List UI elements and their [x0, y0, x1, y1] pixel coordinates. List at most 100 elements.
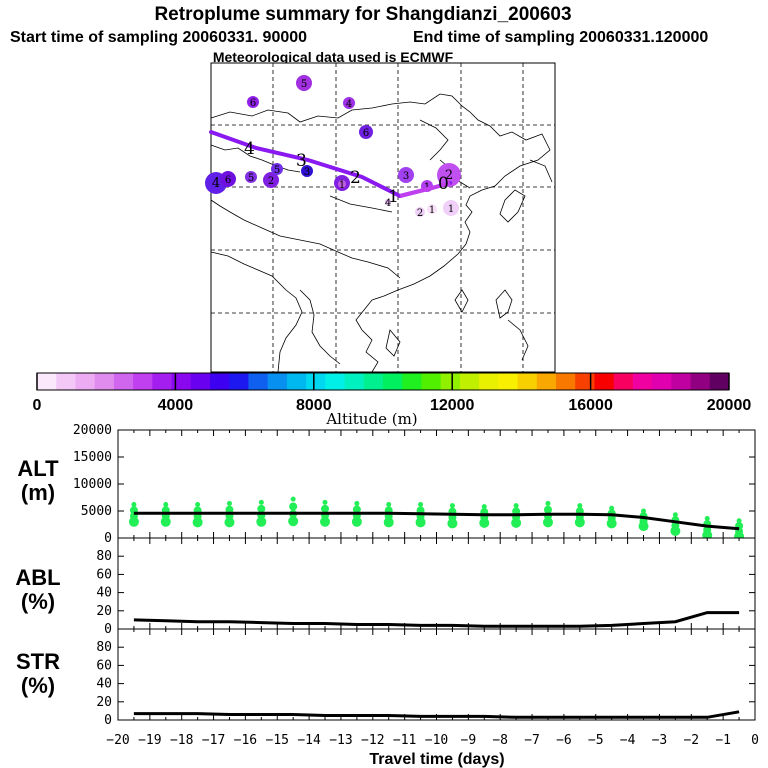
altitude-dot: [289, 502, 298, 511]
cluster-label: 5: [274, 165, 280, 176]
y-tick-label: 5000: [81, 504, 112, 519]
colorbar-swatch: [556, 373, 576, 390]
x-tick-label: −11: [393, 733, 416, 748]
altitude-colorbar: 0 4000 8000 12000 16000 20000: [33, 372, 752, 414]
colorbar-swatch: [37, 373, 57, 390]
altitude-dot: [128, 516, 139, 527]
altitude-dot: [670, 525, 681, 536]
altitude-dot: [449, 503, 455, 509]
panel-unit: (%): [21, 673, 55, 698]
cluster-label: 1: [448, 204, 454, 215]
x-tick-label: −2: [683, 733, 699, 748]
altitude-dot: [322, 499, 328, 505]
cluster-label: 1: [339, 180, 345, 191]
panel-frame: [117, 628, 756, 721]
x-tick-label: −20: [106, 733, 129, 748]
map-frame: [210, 62, 556, 373]
colorbar-swatch: [709, 373, 730, 390]
colorbar-tick-label: 20000: [707, 397, 752, 414]
time-series-panels: 05000100001500020000ALT(m)020406080ABL(%…: [15, 423, 759, 748]
altitude-dot: [511, 517, 522, 528]
cluster-marker: [263, 172, 279, 188]
colorbar-swatch: [690, 373, 711, 390]
colorbar-swatch: [459, 373, 480, 390]
y-tick-label: 40: [96, 586, 112, 601]
cluster-label: 4: [212, 176, 220, 191]
colorbar-swatch: [363, 373, 384, 390]
panel-alt: 0 5000 10000 15000 20000 ALT(m): [17, 423, 756, 546]
cluster-label: 3: [403, 171, 409, 182]
x-tick-label: −15: [266, 733, 289, 748]
colorbar-swatch: [632, 373, 653, 390]
altitude-dot: [352, 505, 361, 514]
colorbar-tick-label: 16000: [568, 397, 613, 414]
colorbar-swatch: [56, 373, 76, 390]
altitude-dot: [574, 517, 585, 528]
colorbar-swatch: [498, 373, 518, 390]
cluster-label: 6: [225, 175, 231, 186]
altitude-dot: [354, 500, 360, 506]
altitude-dot: [290, 496, 296, 502]
y-tick-label: 0: [104, 531, 112, 546]
colorbar-swatch: [229, 373, 249, 390]
cluster-label: 6: [363, 128, 369, 139]
altitude-dot: [383, 517, 394, 528]
altitude-dot: [163, 502, 169, 508]
y-tick-label: 0: [104, 713, 112, 728]
x-tick-label: −3: [652, 733, 668, 748]
y-tick-label: 0: [104, 622, 112, 637]
panel-label: ALT: [17, 456, 59, 481]
y-tick-label: 60: [96, 658, 112, 673]
colorbar-swatch: [94, 373, 115, 390]
x-tick-label: 0: [751, 733, 759, 748]
track-point-label: 4: [244, 139, 255, 159]
cluster-marker: [437, 163, 461, 187]
subtitle-end: End time of sampling 20060331.120000: [413, 29, 708, 46]
y-tick-label: 80: [96, 640, 112, 655]
y-tick-label: 60: [96, 567, 112, 582]
altitude-dot: [131, 502, 137, 508]
colorbar-swatch: [613, 373, 634, 390]
track-point-label: 0: [438, 174, 449, 194]
cluster-marker: [247, 96, 259, 108]
colorbar-tick-label: 12000: [430, 397, 475, 414]
altitude-dot: [258, 499, 264, 505]
x-axis-label: Travel time (days): [369, 751, 504, 768]
altitude-dot: [543, 505, 552, 514]
y-tick-label: 15000: [73, 450, 112, 465]
panel-label: STR: [16, 649, 60, 674]
altitude-dot: [320, 516, 331, 527]
altitude-dot: [447, 518, 458, 529]
panel-unit: (%): [21, 589, 55, 614]
series-line-abl: [133, 611, 740, 628]
colorbar-swatch: [383, 373, 403, 390]
x-tick-label: −12: [361, 733, 384, 748]
y-tick-label: 20: [96, 604, 112, 619]
altitude-dot: [418, 502, 424, 508]
altitude-dot: [288, 516, 299, 527]
altitude-dot: [481, 504, 487, 510]
x-tick-label: −9: [461, 733, 477, 748]
cluster-marker: [415, 207, 425, 217]
map-coastlines: [210, 93, 553, 373]
altitude-dot: [321, 504, 330, 513]
altitude-dot: [351, 516, 362, 527]
colorbar-swatch: [133, 373, 153, 390]
cluster-marker: [343, 97, 355, 109]
y-tick-label: 80: [96, 549, 112, 564]
y-tick-label: 20000: [73, 423, 112, 438]
panel-frame: [117, 537, 756, 630]
colorbar-swatch: [536, 373, 557, 390]
x-tick-label: −18: [170, 733, 193, 748]
track-point-label: 3: [296, 151, 307, 171]
x-tick-label: −10: [425, 733, 448, 748]
colorbar-swatch: [652, 373, 672, 390]
trajectory-recent-segment: [399, 181, 451, 198]
x-tick-label: −8: [492, 733, 508, 748]
x-tick-label: −14: [297, 733, 321, 748]
x-tick-label: −19: [138, 733, 161, 748]
colorbar-swatch: [402, 373, 422, 390]
colorbar-swatch: [171, 373, 192, 390]
cluster-label: 3: [304, 167, 310, 178]
